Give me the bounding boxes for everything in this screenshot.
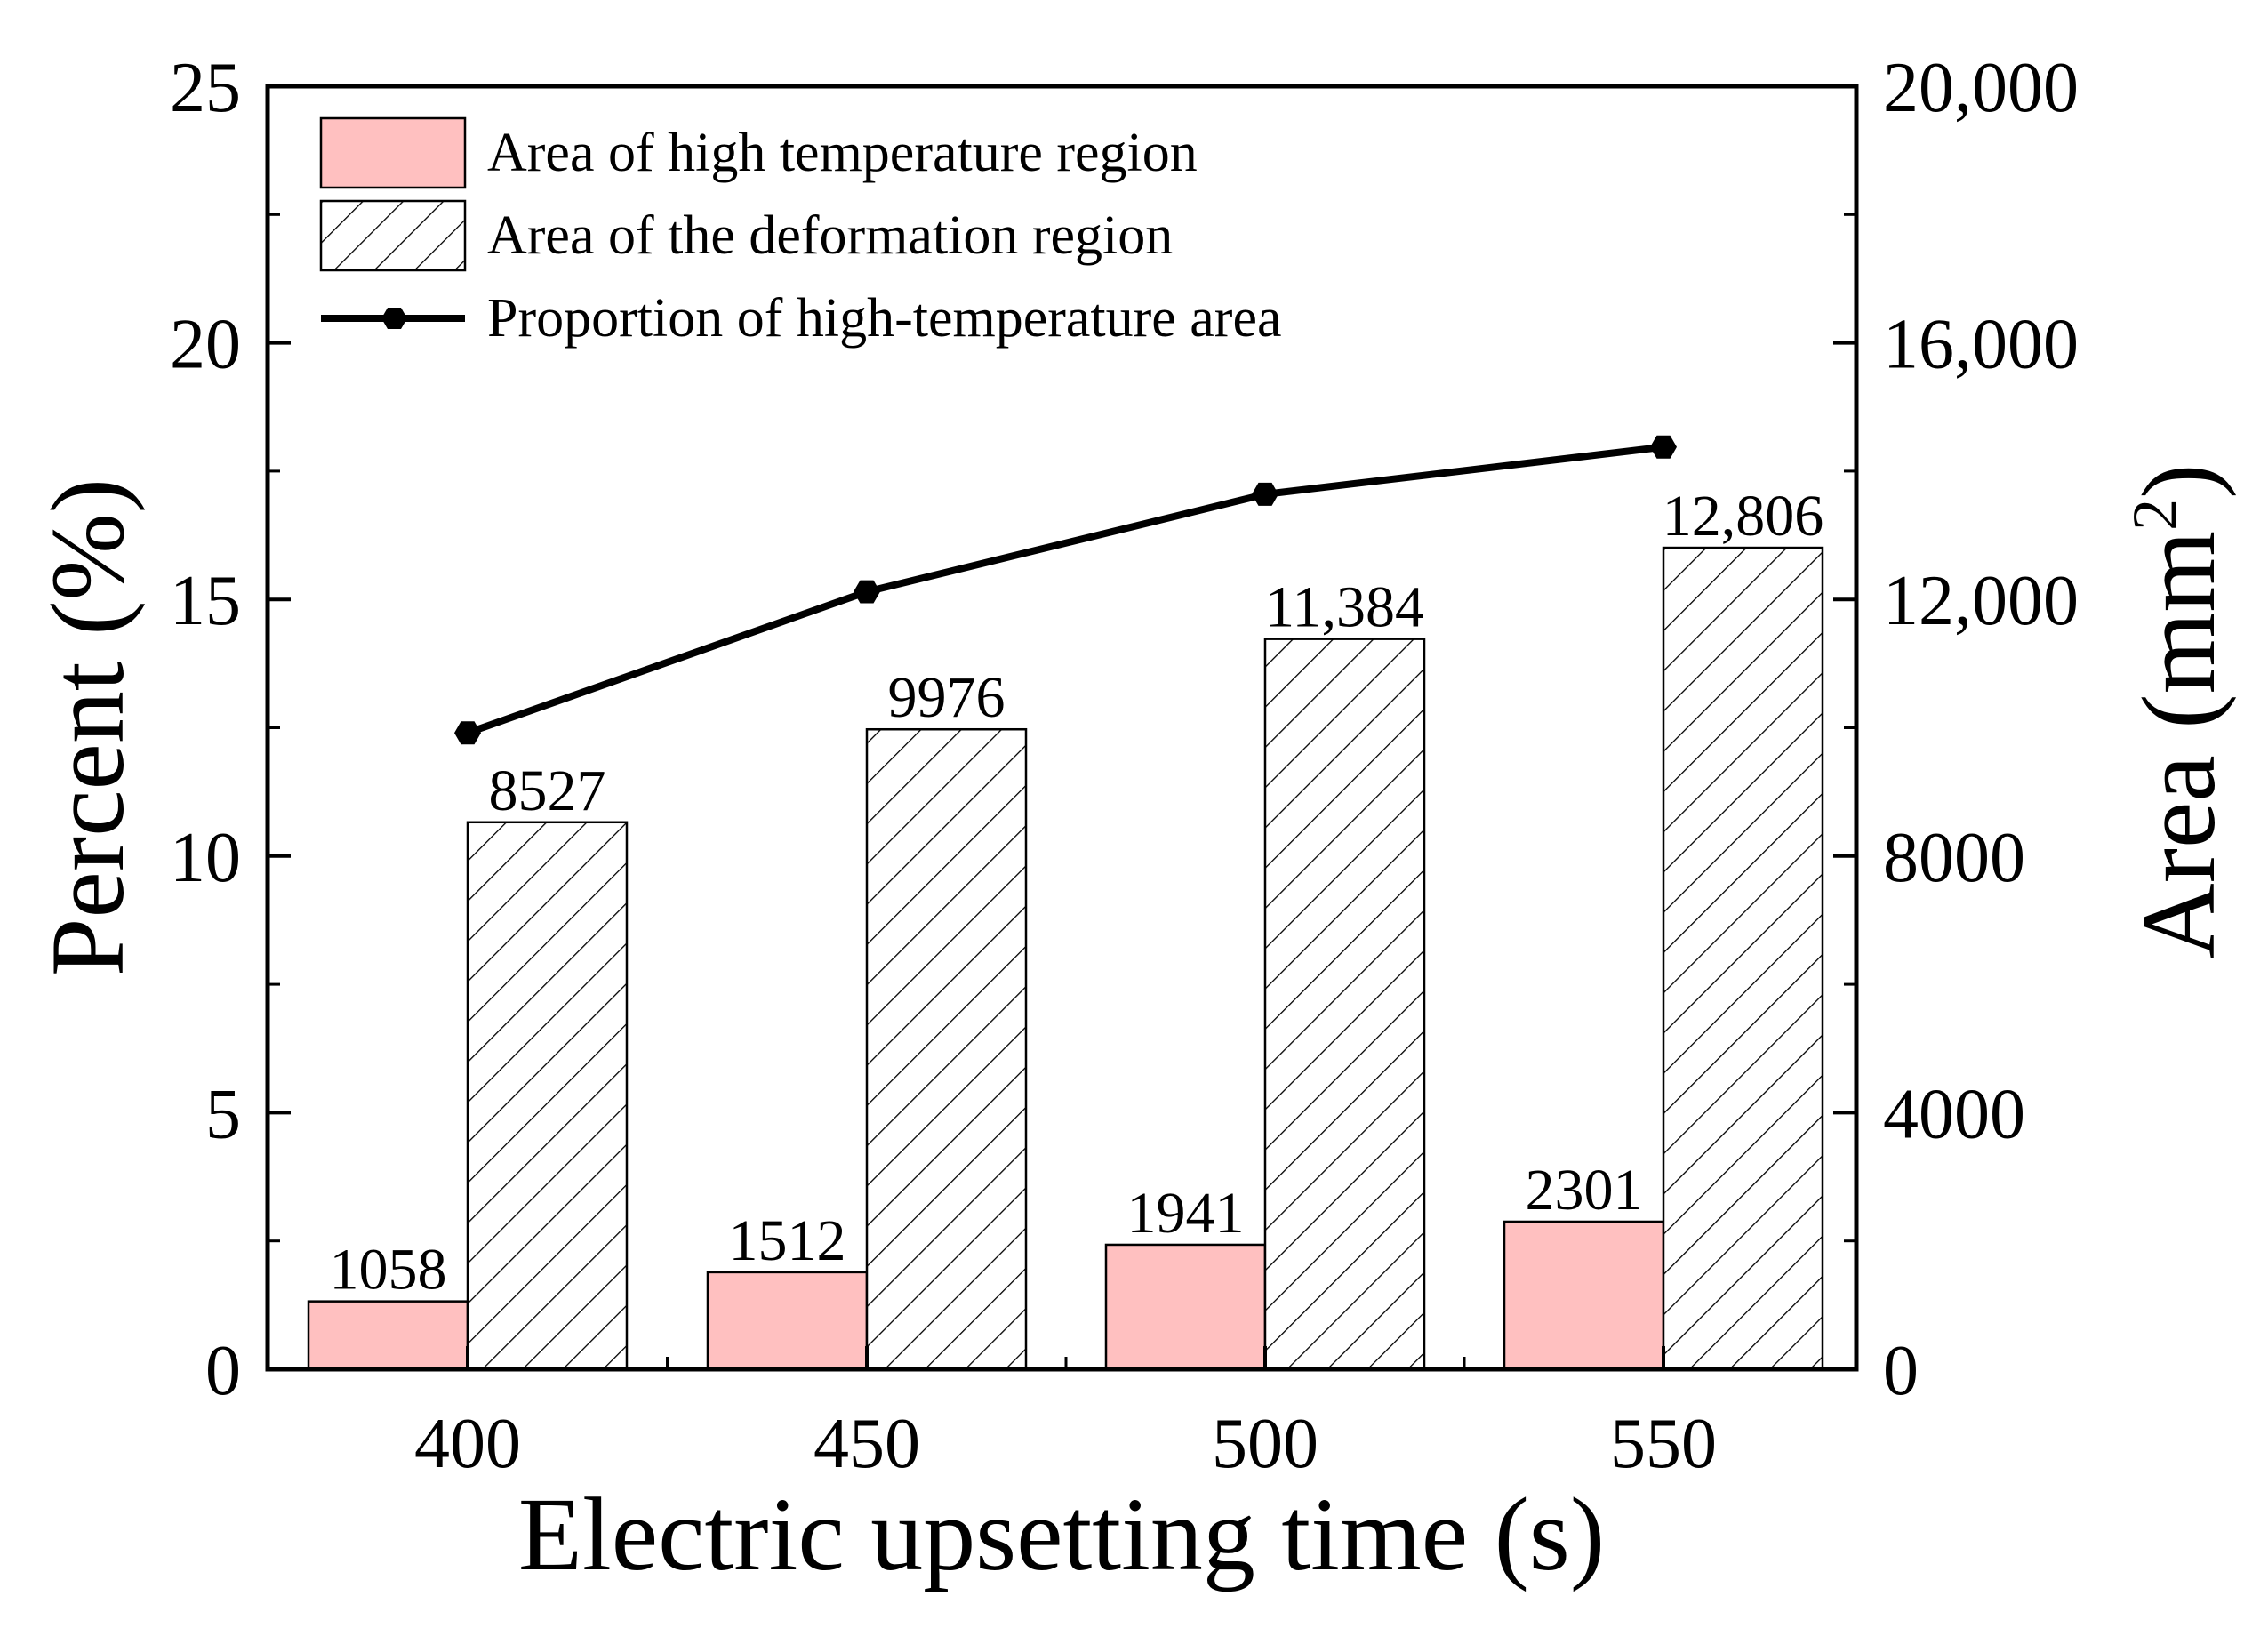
y-axis-right-title: Area (mm2) xyxy=(2120,464,2237,959)
bar-high-temp-400 xyxy=(307,1300,469,1371)
y-left-tick-label: 5 xyxy=(205,1075,241,1153)
x-tick-label-550: 550 xyxy=(1610,1405,1717,1483)
data-label-high-temp-550: 2301 xyxy=(1526,1158,1643,1223)
y-right-tick-label: 8000 xyxy=(1883,819,2025,897)
data-label-high-temp-500: 1941 xyxy=(1127,1181,1245,1246)
y-left-tick-label: 25 xyxy=(170,49,241,127)
legend-label-high-temp: Area of high temperature region xyxy=(487,123,1198,183)
y-right-tick-label: 0 xyxy=(1883,1332,1919,1410)
legend-swatch-proportion-marker xyxy=(381,308,407,329)
data-label-high-temp-400: 1058 xyxy=(330,1238,447,1303)
data-label-deformation-550: 12,806 xyxy=(1663,484,1824,549)
bar-deformation-450 xyxy=(865,727,1028,1371)
data-label-deformation-400: 8527 xyxy=(489,758,606,823)
data-label-deformation-450: 9976 xyxy=(888,665,1006,730)
y-left-tick-label: 10 xyxy=(170,819,241,897)
bar-high-temp-550 xyxy=(1503,1220,1665,1371)
y-axis-left-title: Percent (%) xyxy=(29,478,146,976)
bar-deformation-400 xyxy=(466,821,629,1371)
x-axis-title: Electric upsetting time (s) xyxy=(518,1476,1605,1592)
y-right-tick-label: 16,000 xyxy=(1883,306,2079,384)
legend-label-deformation: Area of the deformation region xyxy=(487,205,1173,266)
proportion-marker-500 xyxy=(1252,482,1278,506)
y-left-tick-label: 0 xyxy=(205,1332,241,1410)
bar-high-temp-450 xyxy=(706,1271,869,1371)
x-tick-label-400: 400 xyxy=(414,1405,521,1483)
bar-high-temp-500 xyxy=(1104,1243,1267,1371)
legend-swatch-deformation xyxy=(319,199,467,272)
y-right-tick-label: 12,000 xyxy=(1883,562,2079,640)
data-label-high-temp-450: 1512 xyxy=(729,1208,846,1273)
legend: Area of high temperature region Area of … xyxy=(319,116,1282,349)
proportion-line xyxy=(466,443,1664,737)
legend-swatch-high-temp xyxy=(319,116,467,189)
y-left-tick-label: 15 xyxy=(170,562,241,640)
bar-deformation-550 xyxy=(1662,546,1824,1371)
proportion-marker-450 xyxy=(854,580,880,604)
y-left-tick-label: 20 xyxy=(170,306,241,384)
x-tick-label-500: 500 xyxy=(1212,1405,1318,1483)
bar-deformation-500 xyxy=(1263,638,1426,1371)
proportion-marker-550 xyxy=(1650,435,1677,459)
proportion-marker-400 xyxy=(454,721,481,745)
x-tick-label-450: 450 xyxy=(813,1405,920,1483)
data-label-deformation-500: 11,384 xyxy=(1265,575,1424,640)
y-right-tick-label: 20,000 xyxy=(1883,49,2079,127)
legend-label-proportion: Proportion of high-temperature area xyxy=(487,288,1282,349)
y-right-tick-label: 4000 xyxy=(1883,1075,2025,1153)
